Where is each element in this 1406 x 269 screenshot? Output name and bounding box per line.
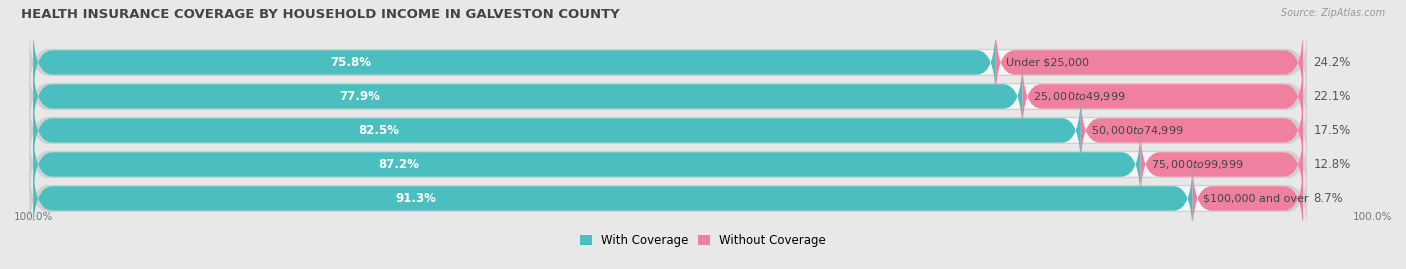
FancyBboxPatch shape [1022, 58, 1303, 135]
FancyBboxPatch shape [30, 25, 1306, 100]
Text: 22.1%: 22.1% [1313, 90, 1351, 103]
Text: 100.0%: 100.0% [1353, 212, 1392, 222]
Text: Source: ZipAtlas.com: Source: ZipAtlas.com [1281, 8, 1385, 18]
FancyBboxPatch shape [34, 24, 1303, 101]
FancyBboxPatch shape [30, 93, 1306, 168]
Text: Under $25,000: Under $25,000 [1005, 58, 1088, 68]
Text: 8.7%: 8.7% [1313, 192, 1343, 205]
FancyBboxPatch shape [34, 58, 1022, 135]
Text: 82.5%: 82.5% [359, 124, 399, 137]
FancyBboxPatch shape [34, 160, 1303, 237]
FancyBboxPatch shape [34, 92, 1303, 169]
FancyBboxPatch shape [1140, 126, 1303, 203]
Text: 77.9%: 77.9% [339, 90, 380, 103]
Text: $100,000 and over: $100,000 and over [1202, 193, 1308, 203]
FancyBboxPatch shape [30, 161, 1306, 236]
FancyBboxPatch shape [30, 59, 1306, 134]
FancyBboxPatch shape [30, 127, 1306, 202]
Text: 87.2%: 87.2% [378, 158, 419, 171]
Text: $75,000 to $99,999: $75,000 to $99,999 [1150, 158, 1243, 171]
Text: HEALTH INSURANCE COVERAGE BY HOUSEHOLD INCOME IN GALVESTON COUNTY: HEALTH INSURANCE COVERAGE BY HOUSEHOLD I… [21, 8, 620, 21]
FancyBboxPatch shape [34, 92, 1081, 169]
Legend: With Coverage, Without Coverage: With Coverage, Without Coverage [579, 234, 827, 247]
FancyBboxPatch shape [1192, 160, 1303, 237]
Text: 91.3%: 91.3% [395, 192, 436, 205]
Text: 12.8%: 12.8% [1313, 158, 1350, 171]
FancyBboxPatch shape [34, 24, 995, 101]
FancyBboxPatch shape [34, 126, 1303, 203]
FancyBboxPatch shape [1081, 92, 1303, 169]
Text: 17.5%: 17.5% [1313, 124, 1350, 137]
FancyBboxPatch shape [995, 24, 1303, 101]
FancyBboxPatch shape [34, 126, 1140, 203]
Text: $50,000 to $74,999: $50,000 to $74,999 [1091, 124, 1184, 137]
Text: 75.8%: 75.8% [330, 56, 371, 69]
FancyBboxPatch shape [34, 160, 1192, 237]
Text: 24.2%: 24.2% [1313, 56, 1351, 69]
Text: $25,000 to $49,999: $25,000 to $49,999 [1032, 90, 1125, 103]
Text: 100.0%: 100.0% [14, 212, 53, 222]
FancyBboxPatch shape [34, 58, 1303, 135]
